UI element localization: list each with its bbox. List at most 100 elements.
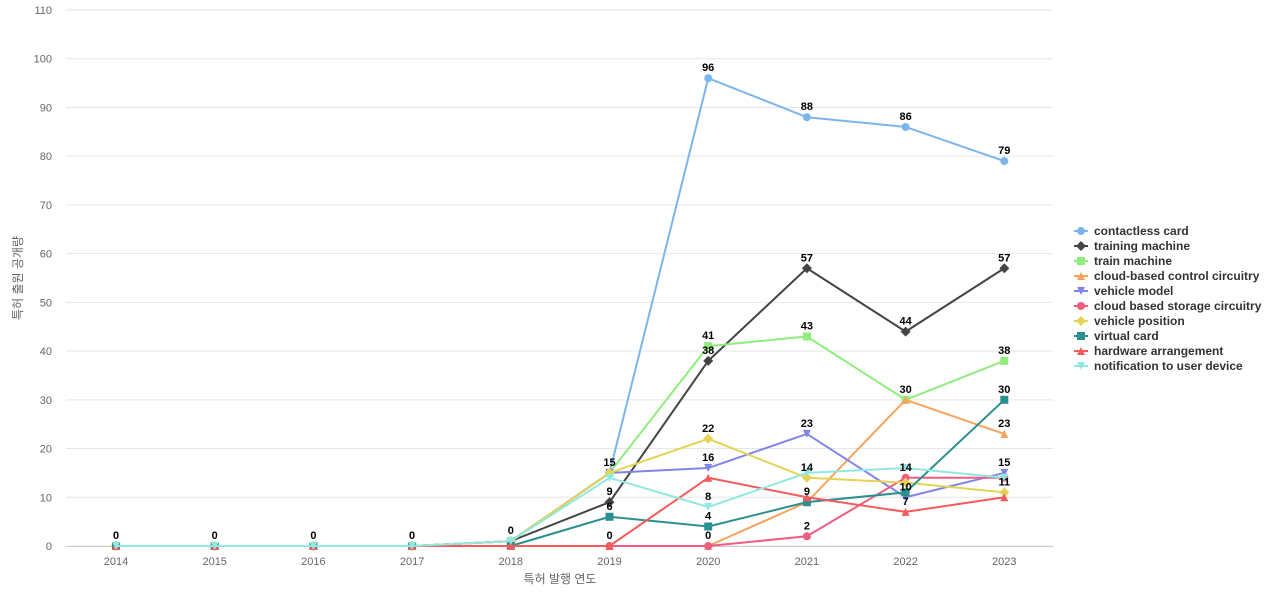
data-label: 44 [899, 316, 912, 328]
data-label: 30 [899, 384, 911, 396]
data-label: 23 [801, 418, 813, 430]
data-point [802, 113, 811, 122]
legend-item: virtual card [1074, 329, 1159, 343]
data-point [605, 542, 614, 550]
x-tick-label: 2023 [992, 556, 1016, 568]
data-point [112, 542, 120, 550]
legend-label: vehicle position [1094, 314, 1185, 328]
data-point [900, 326, 911, 337]
legend-label: training machine [1094, 239, 1190, 253]
data-point [1000, 493, 1009, 502]
data-point [802, 532, 811, 541]
x-tick-label: 2022 [893, 556, 917, 568]
x-tick-label: 2014 [104, 556, 128, 568]
series-line [116, 476, 1005, 547]
legend-marker [1077, 302, 1085, 310]
data-label: 9 [804, 486, 810, 498]
x-tick-label: 2017 [400, 556, 424, 568]
data-point [703, 433, 714, 444]
legend-marker [1077, 332, 1085, 340]
data-label: 57 [801, 252, 813, 264]
legend-marker [1077, 227, 1085, 235]
data-label: 15 [998, 457, 1010, 469]
data-point [901, 395, 910, 404]
series-line [116, 437, 1005, 547]
series-line [116, 432, 1005, 547]
data-label: 4 [705, 511, 712, 523]
legend-item: vehicle model [1074, 284, 1173, 298]
data-labels: 0 0 0 0 015968886799385744574143389302316231… [113, 62, 1010, 542]
y-tick-label: 60 [40, 249, 52, 261]
data-label: 30 [998, 384, 1010, 396]
data-label: 0 [606, 530, 612, 542]
y-tick-label: 70 [40, 200, 52, 212]
data-label: 41 [702, 330, 714, 342]
data-point [802, 493, 811, 502]
x-tick-label: 2015 [202, 556, 226, 568]
data-point [901, 507, 910, 516]
data-point [704, 542, 713, 550]
data-label: 8 [705, 491, 711, 503]
data-point [605, 473, 614, 482]
data-label: 11 [998, 476, 1010, 488]
series-lines [111, 74, 1010, 551]
legend-marker [1077, 287, 1085, 295]
series-line [116, 267, 1005, 547]
data-label: 38 [702, 345, 714, 357]
y-tick-label: 50 [40, 297, 52, 309]
data-label: 57 [998, 252, 1010, 264]
legend-marker [1076, 241, 1086, 251]
y-tick-label: 20 [40, 444, 52, 456]
data-point [1000, 468, 1009, 477]
y-tick-label: 30 [40, 395, 52, 407]
data-point [408, 542, 417, 550]
data-point [1000, 395, 1009, 404]
data-label: 0 [705, 530, 711, 542]
data-point [506, 542, 515, 550]
legend-item: training machine [1074, 239, 1190, 253]
data-label: 96 [702, 62, 714, 74]
data-label: 0 [212, 530, 218, 542]
data-label: 22 [702, 423, 714, 435]
y-tick-label: 90 [40, 102, 52, 114]
data-label: 14 [801, 462, 814, 474]
legend-item: vehicle position [1074, 314, 1185, 328]
data-point [802, 332, 811, 341]
data-label: 0 [113, 530, 119, 542]
data-point [605, 512, 614, 521]
legend-label: hardware arrangement [1094, 344, 1223, 358]
legend-label: notification to user device [1094, 359, 1243, 373]
data-point [1000, 157, 1009, 166]
y-tick-label: 40 [40, 346, 52, 358]
series-line [116, 476, 1005, 547]
x-tick-label: 2018 [499, 556, 523, 568]
data-point [901, 122, 910, 131]
data-label: 6 [606, 501, 612, 513]
data-point [704, 522, 713, 531]
legend-item: cloud based storage circuitry [1074, 299, 1262, 313]
series-line [116, 335, 1005, 547]
data-point [999, 487, 1010, 498]
data-label: 16 [702, 452, 714, 464]
y-tick-label: 100 [34, 54, 52, 66]
data-point [704, 342, 713, 351]
series-9 [112, 464, 1009, 550]
data-point [801, 472, 812, 483]
legend-label: cloud based storage circuitry [1094, 299, 1262, 313]
series-line [116, 467, 1005, 547]
data-point [309, 542, 318, 550]
legend-marker [1077, 347, 1085, 355]
series-line [116, 399, 1005, 547]
series-3 [112, 395, 1009, 550]
data-label: 2 [804, 520, 810, 532]
data-label: 23 [998, 418, 1010, 430]
legend-marker [1077, 272, 1085, 280]
x-tick-label: 2016 [301, 556, 325, 568]
x-tick-label: 2021 [795, 556, 819, 568]
data-label: 15 [603, 457, 615, 469]
data-point [1000, 473, 1009, 482]
data-label: 86 [899, 111, 911, 123]
